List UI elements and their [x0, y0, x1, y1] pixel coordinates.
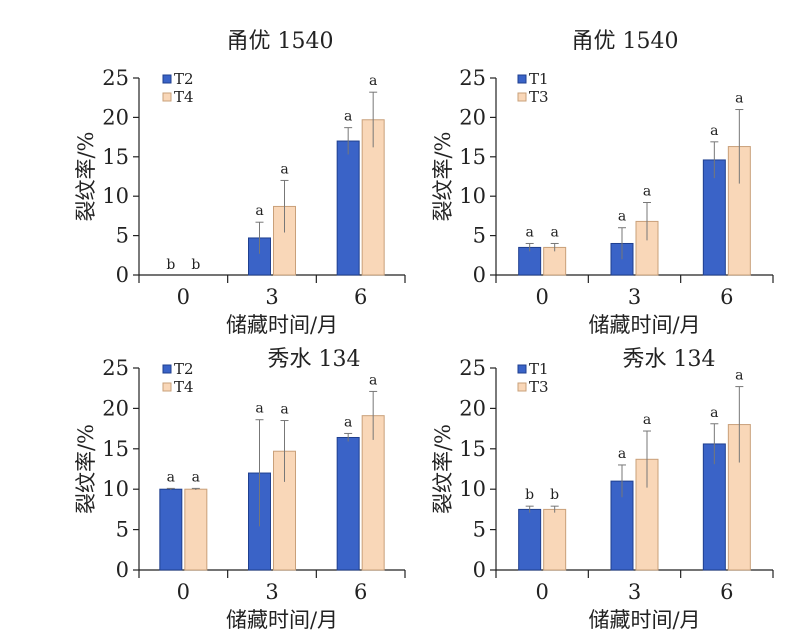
significance-label-3: a	[280, 402, 288, 418]
significance-label-4: b	[550, 487, 559, 503]
y-tick-label-4: 10	[459, 477, 486, 501]
x-axis-title-1: 储藏时间/月	[226, 313, 338, 337]
y-tick-label-1: 10	[102, 184, 129, 208]
y-axis-title-3: 裂纹率/%	[74, 424, 98, 514]
legend-label-T1-2: T1	[529, 70, 549, 88]
significance-label-2: a	[618, 209, 626, 225]
legend-swatch-T4-3	[162, 382, 172, 392]
significance-label-1: a	[369, 73, 377, 89]
x-tick-label-3: 0	[177, 580, 190, 604]
legend-label-T2-1: T2	[174, 70, 194, 88]
x-tick-label-1: 3	[265, 285, 278, 309]
y-axis-title-2: 裂纹率/%	[431, 131, 455, 221]
bar-T3-2	[543, 246, 567, 276]
significance-label-2: a	[735, 91, 743, 107]
significance-label-1: b	[191, 257, 200, 273]
x-axis-title-3: 储藏时间/月	[226, 608, 338, 632]
bar-T2-3	[336, 436, 360, 571]
bar-T4-3	[184, 488, 208, 571]
x-tick-label-1: 6	[354, 285, 367, 309]
y-tick-label-1: 0	[116, 263, 129, 287]
x-tick-label-3: 6	[354, 580, 367, 604]
x-tick-label-4: 6	[720, 580, 733, 604]
legend-swatch-T1-4	[517, 364, 527, 374]
significance-label-3: a	[192, 469, 200, 485]
y-tick-label-4: 5	[473, 518, 486, 542]
x-tick-label-2: 3	[628, 285, 641, 309]
x-tick-label-4: 0	[535, 580, 548, 604]
y-tick-label-3: 25	[102, 356, 129, 380]
significance-label-2: a	[525, 224, 533, 240]
chart-title-4: 秀水 134	[623, 347, 716, 372]
y-tick-label-4: 0	[473, 558, 486, 582]
significance-label-4: b	[525, 487, 534, 503]
legend-swatch-T3-4	[517, 382, 527, 392]
significance-label-2: a	[710, 123, 718, 139]
significance-label-2: a	[643, 184, 651, 200]
x-tick-label-1: 0	[177, 285, 190, 309]
significance-label-2: a	[550, 224, 558, 240]
x-tick-label-4: 3	[628, 580, 641, 604]
bar-T1-2	[518, 246, 542, 276]
chart-title-2: 甬优 1540	[572, 29, 679, 54]
y-tick-label-3: 20	[102, 396, 129, 420]
legend-label-T1-4: T1	[529, 360, 549, 378]
significance-label-4: a	[710, 405, 718, 421]
chart-title-1: 甬优 1540	[227, 29, 334, 54]
significance-label-4: a	[643, 412, 651, 428]
significance-label-3: a	[167, 469, 175, 485]
bar-T2-3	[159, 488, 183, 571]
bar-T3-4	[543, 508, 567, 571]
significance-label-3: a	[369, 372, 377, 388]
x-axis-title-4: 储藏时间/月	[588, 608, 700, 632]
y-tick-label-4: 20	[459, 396, 486, 420]
y-tick-label-3: 5	[116, 518, 129, 542]
x-tick-label-2: 6	[720, 285, 733, 309]
significance-label-3: a	[344, 414, 352, 430]
significance-label-1: a	[280, 161, 288, 177]
y-tick-label-3: 0	[116, 558, 129, 582]
y-tick-label-3: 10	[102, 477, 129, 501]
legend-label-T2-3: T2	[174, 360, 194, 378]
x-tick-label-3: 3	[265, 580, 278, 604]
y-tick-label-2: 0	[473, 263, 486, 287]
legend-swatch-T1-2	[517, 74, 527, 84]
significance-label-1: a	[344, 109, 352, 125]
significance-label-4: a	[735, 368, 743, 384]
y-tick-label-2: 10	[459, 184, 486, 208]
y-tick-label-2: 15	[459, 145, 486, 169]
legend-label-T3-4: T3	[529, 378, 549, 396]
y-tick-label-4: 15	[459, 437, 486, 461]
legend-swatch-T3-2	[517, 92, 527, 102]
y-tick-label-2: 25	[459, 66, 486, 90]
y-tick-label-4: 25	[459, 356, 486, 380]
y-tick-label-1: 20	[102, 105, 129, 129]
significance-label-1: b	[166, 257, 175, 273]
y-tick-label-3: 15	[102, 437, 129, 461]
x-tick-label-2: 0	[535, 285, 548, 309]
legend-label-T3-2: T3	[529, 88, 549, 106]
chart-title-3: 秀水 134	[268, 347, 361, 372]
y-tick-label-2: 5	[473, 224, 486, 248]
y-axis-title-1: 裂纹率/%	[74, 131, 98, 221]
y-tick-label-1: 15	[102, 145, 129, 169]
y-tick-label-1: 5	[116, 224, 129, 248]
legend-label-T4-3: T4	[174, 378, 194, 396]
bar-T2-1	[336, 140, 360, 276]
bar-T1-4	[518, 508, 542, 571]
significance-label-1: a	[255, 203, 263, 219]
significance-label-3: a	[255, 401, 263, 417]
x-axis-title-2: 储藏时间/月	[588, 313, 700, 337]
y-tick-label-1: 25	[102, 66, 129, 90]
legend-swatch-T2-1	[162, 74, 172, 84]
significance-label-4: a	[618, 446, 626, 462]
legend-swatch-T4-1	[162, 92, 172, 102]
y-axis-title-4: 裂纹率/%	[431, 424, 455, 514]
legend-swatch-T2-3	[162, 364, 172, 374]
y-tick-label-2: 20	[459, 105, 486, 129]
legend-label-T4-1: T4	[174, 88, 194, 106]
